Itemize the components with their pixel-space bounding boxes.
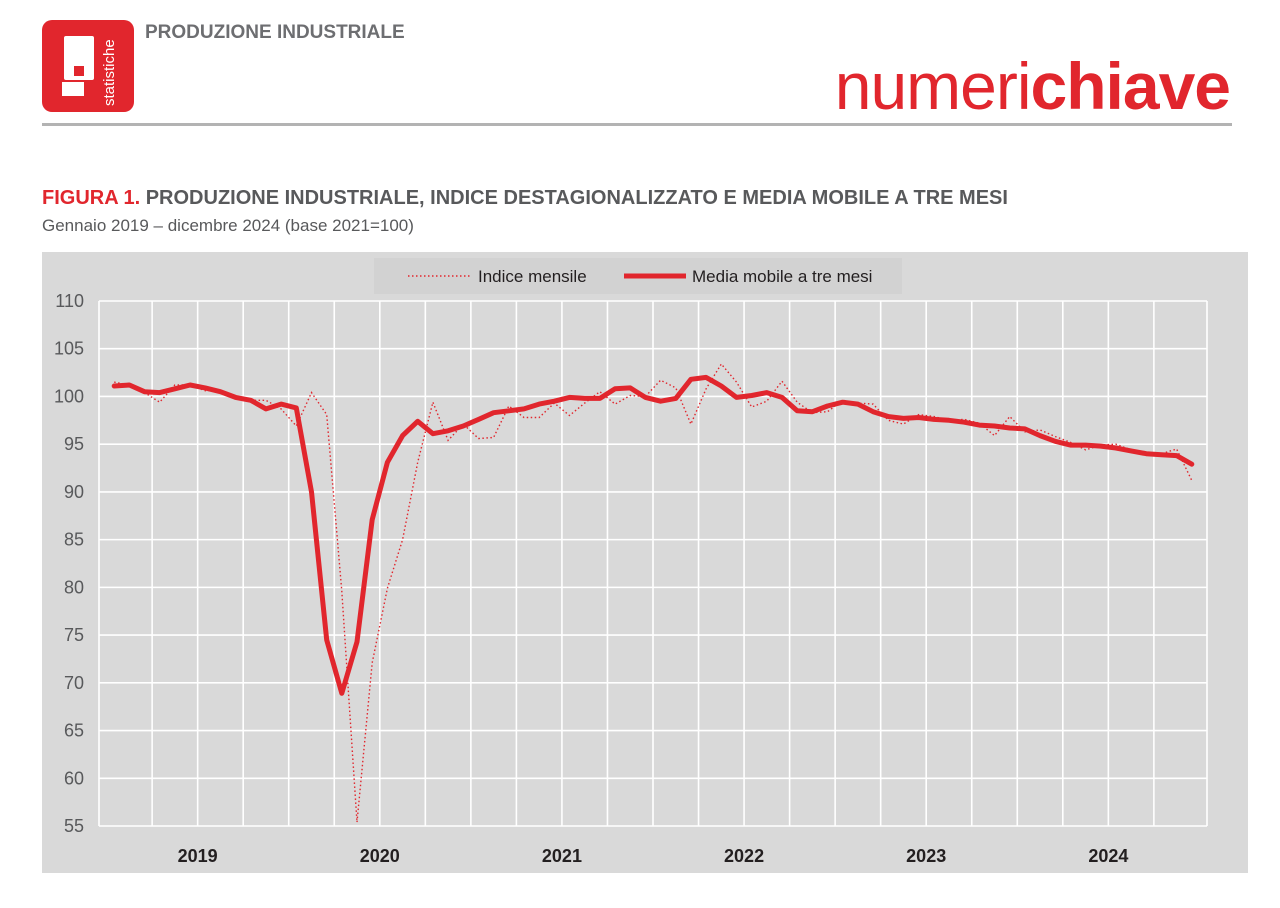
production-chart: 55 60 65 70 75 80 85 90 95 100 105 110 2019 2020 2021… (42, 252, 1248, 873)
chart-series (111, 362, 1195, 823)
y-tick-label: 70 (64, 673, 84, 693)
y-tick-label: 75 (64, 625, 84, 645)
section-title: PRODUZIONE INDUSTRIALE (145, 22, 405, 43)
y-tick-label: 105 (54, 339, 84, 359)
brand-light: numeri (834, 49, 1032, 123)
y-tick-label: 60 (64, 768, 84, 788)
y-tick-label: 110 (55, 291, 84, 311)
chart-background (42, 252, 1248, 873)
x-axis: 2019 2020 2021 2022 2023 2024 (178, 846, 1129, 866)
figure-subtitle: Gennaio 2019 – dicembre 2024 (base 2021=… (42, 216, 414, 235)
x-tick-label: 2020 (360, 846, 400, 866)
x-tick-label: 2022 (724, 846, 764, 866)
y-tick-label: 85 (64, 530, 84, 550)
figure-label: FIGURA 1. (42, 187, 141, 209)
exclamation-icon (62, 36, 94, 96)
x-tick-label: 2024 (1088, 846, 1128, 866)
y-tick-label: 100 (54, 386, 84, 406)
series-line-media-mobile (111, 374, 1195, 696)
figure-title: FIGURA 1. PRODUZIONE INDUSTRIALE, INDICE… (42, 187, 1008, 210)
logo-text: statistiche (101, 39, 118, 106)
chart-legend: Indice mensile Media mobile a tre mesi (374, 258, 902, 294)
y-tick-label: 65 (64, 721, 84, 741)
istat-logo: statistiche (42, 20, 134, 112)
legend-label-media-mobile: Media mobile a tre mesi (692, 267, 872, 286)
x-tick-label: 2019 (178, 846, 218, 866)
y-tick-label: 95 (64, 434, 84, 454)
legend-label-indice-mensile: Indice mensile (478, 267, 587, 286)
y-tick-label: 55 (64, 816, 84, 836)
y-tick-label: 90 (64, 482, 84, 502)
y-axis: 55 60 65 70 75 80 85 90 95 100 105 110 (54, 291, 84, 836)
header-divider (42, 123, 1232, 126)
brand-wordmark: numerichiave (834, 48, 1231, 124)
figure-title-text: PRODUZIONE INDUSTRIALE, INDICE DESTAGION… (145, 187, 1008, 209)
x-tick-label: 2021 (542, 846, 582, 866)
y-tick-label: 80 (64, 577, 84, 597)
x-tick-label: 2023 (906, 846, 946, 866)
brand-bold: chiave (1030, 49, 1231, 123)
chart-grid (98, 300, 1208, 827)
